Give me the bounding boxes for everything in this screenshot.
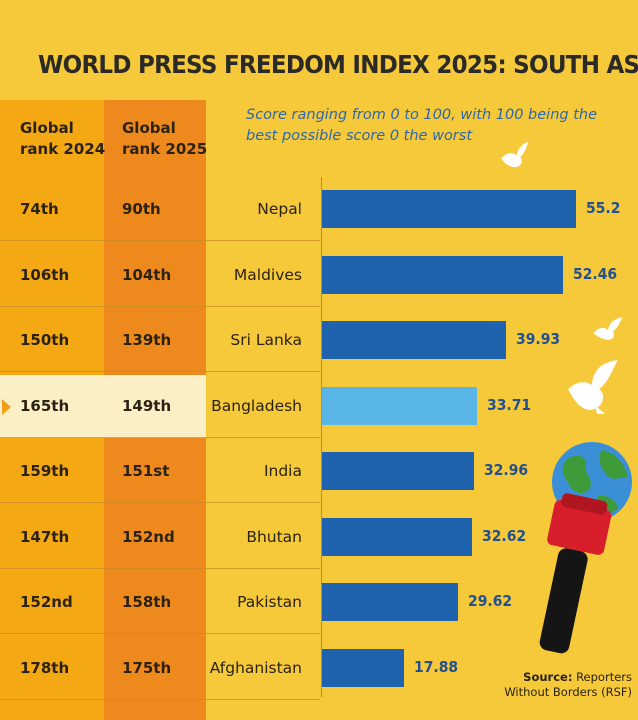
rank-2025-cell: 175th (122, 658, 172, 677)
bar-maldives (322, 255, 564, 294)
rank-2024-cell: 165th (20, 396, 70, 415)
bar-bhutan (322, 517, 473, 556)
row-divider (0, 436, 320, 438)
country-label: Nepal (257, 200, 302, 218)
dove-icon (501, 141, 529, 168)
bar-sri-lanka (322, 321, 506, 359)
rank-2025-cell: 149th (122, 396, 172, 415)
rank-2025-cell: 139th (122, 331, 172, 349)
country-label: Bhutan (246, 527, 302, 546)
bar-india (322, 452, 474, 490)
value-label: 29.62 (468, 592, 513, 610)
value-label: 33.71 (487, 395, 532, 414)
microphone-globe-icon (539, 442, 632, 654)
table-row: 178th 175th Afghanistan (0, 637, 320, 700)
chart-title: WORLD PRESS FREEDOM INDEX 2025: SOUTH AS… (38, 50, 638, 79)
value-label: 55.2 (585, 199, 621, 217)
rank-2024-cell: 152nd (20, 593, 73, 611)
header-rank-2024: Global rank 2024 (20, 118, 105, 160)
rank-2024-cell: 74th (20, 200, 59, 218)
bar-bangladesh (322, 386, 478, 425)
table-row: 150th 139th Sri Lanka (0, 309, 320, 372)
value-label: 32.96 (483, 461, 528, 479)
axis-line (321, 177, 322, 697)
header-rank-2024-line2: rank 2024 (20, 140, 106, 158)
value-label: 17.88 (414, 657, 459, 676)
bar-pakistan (322, 583, 459, 621)
table-row: 74th 90th Nepal (0, 178, 320, 241)
bar-nepal (322, 190, 576, 228)
rank-2024-cell: 147th (20, 527, 70, 546)
value-label: 39.93 (515, 330, 560, 348)
rank-2025-cell: 104th (122, 265, 172, 284)
dove-icon (568, 360, 618, 414)
rank-2024-cell: 106th (20, 265, 70, 284)
country-label: Sri Lanka (230, 331, 302, 349)
row-divider (0, 502, 320, 503)
rank-2024-cell: 150th (20, 331, 70, 349)
dove-icon (593, 317, 623, 340)
header-rank-2025: Global rank 2025 (122, 118, 207, 160)
highlight-arrow-icon (2, 398, 11, 415)
country-label: Maldives (233, 265, 302, 284)
source-note: Source: Reporters Without Borders (RSF) (470, 670, 632, 700)
row-divider (0, 567, 320, 569)
rank-2025-cell: 158th (122, 593, 172, 611)
source-label: Source: (523, 670, 573, 684)
country-label: Bangladesh (211, 396, 302, 415)
row-divider (0, 240, 320, 241)
rank-2025-cell: 151st (122, 462, 170, 480)
row-divider (0, 633, 320, 634)
row-divider (0, 371, 320, 372)
source-line1: Reporters (576, 670, 632, 684)
header-rank-2025-line1: Global (122, 119, 176, 137)
highlight-background (0, 374, 206, 438)
row-divider (0, 698, 320, 700)
rank-2025-cell: 152nd (122, 527, 175, 546)
header-rank-2025-line2: rank 2025 (122, 140, 208, 158)
rank-2024-cell: 159th (20, 462, 70, 480)
country-label: Afghanistan (209, 658, 302, 677)
rank-2024-cell: 178th (20, 658, 70, 677)
header-rank-2024-line1: Global (20, 119, 74, 137)
value-label: 52.46 (573, 264, 618, 283)
table-row: 152nd 158th Pakistan (0, 571, 320, 634)
rank-2025-cell: 90th (122, 200, 161, 218)
country-label: Pakistan (237, 593, 302, 611)
table-row: 165th 149th Bangladesh (0, 374, 320, 438)
score-note: Score ranging from 0 to 100, with 100 be… (246, 107, 597, 144)
table-row: 106th 104th Maldives (0, 244, 320, 307)
table-row: 147th 152nd Bhutan (0, 506, 320, 569)
country-label: India (263, 462, 302, 480)
bar-afghanistan (322, 648, 405, 687)
source-line2: Without Borders (RSF) (504, 685, 632, 699)
table-row: 159th 151st India (0, 440, 320, 503)
row-divider (0, 305, 320, 307)
value-label: 32.62 (482, 526, 527, 545)
